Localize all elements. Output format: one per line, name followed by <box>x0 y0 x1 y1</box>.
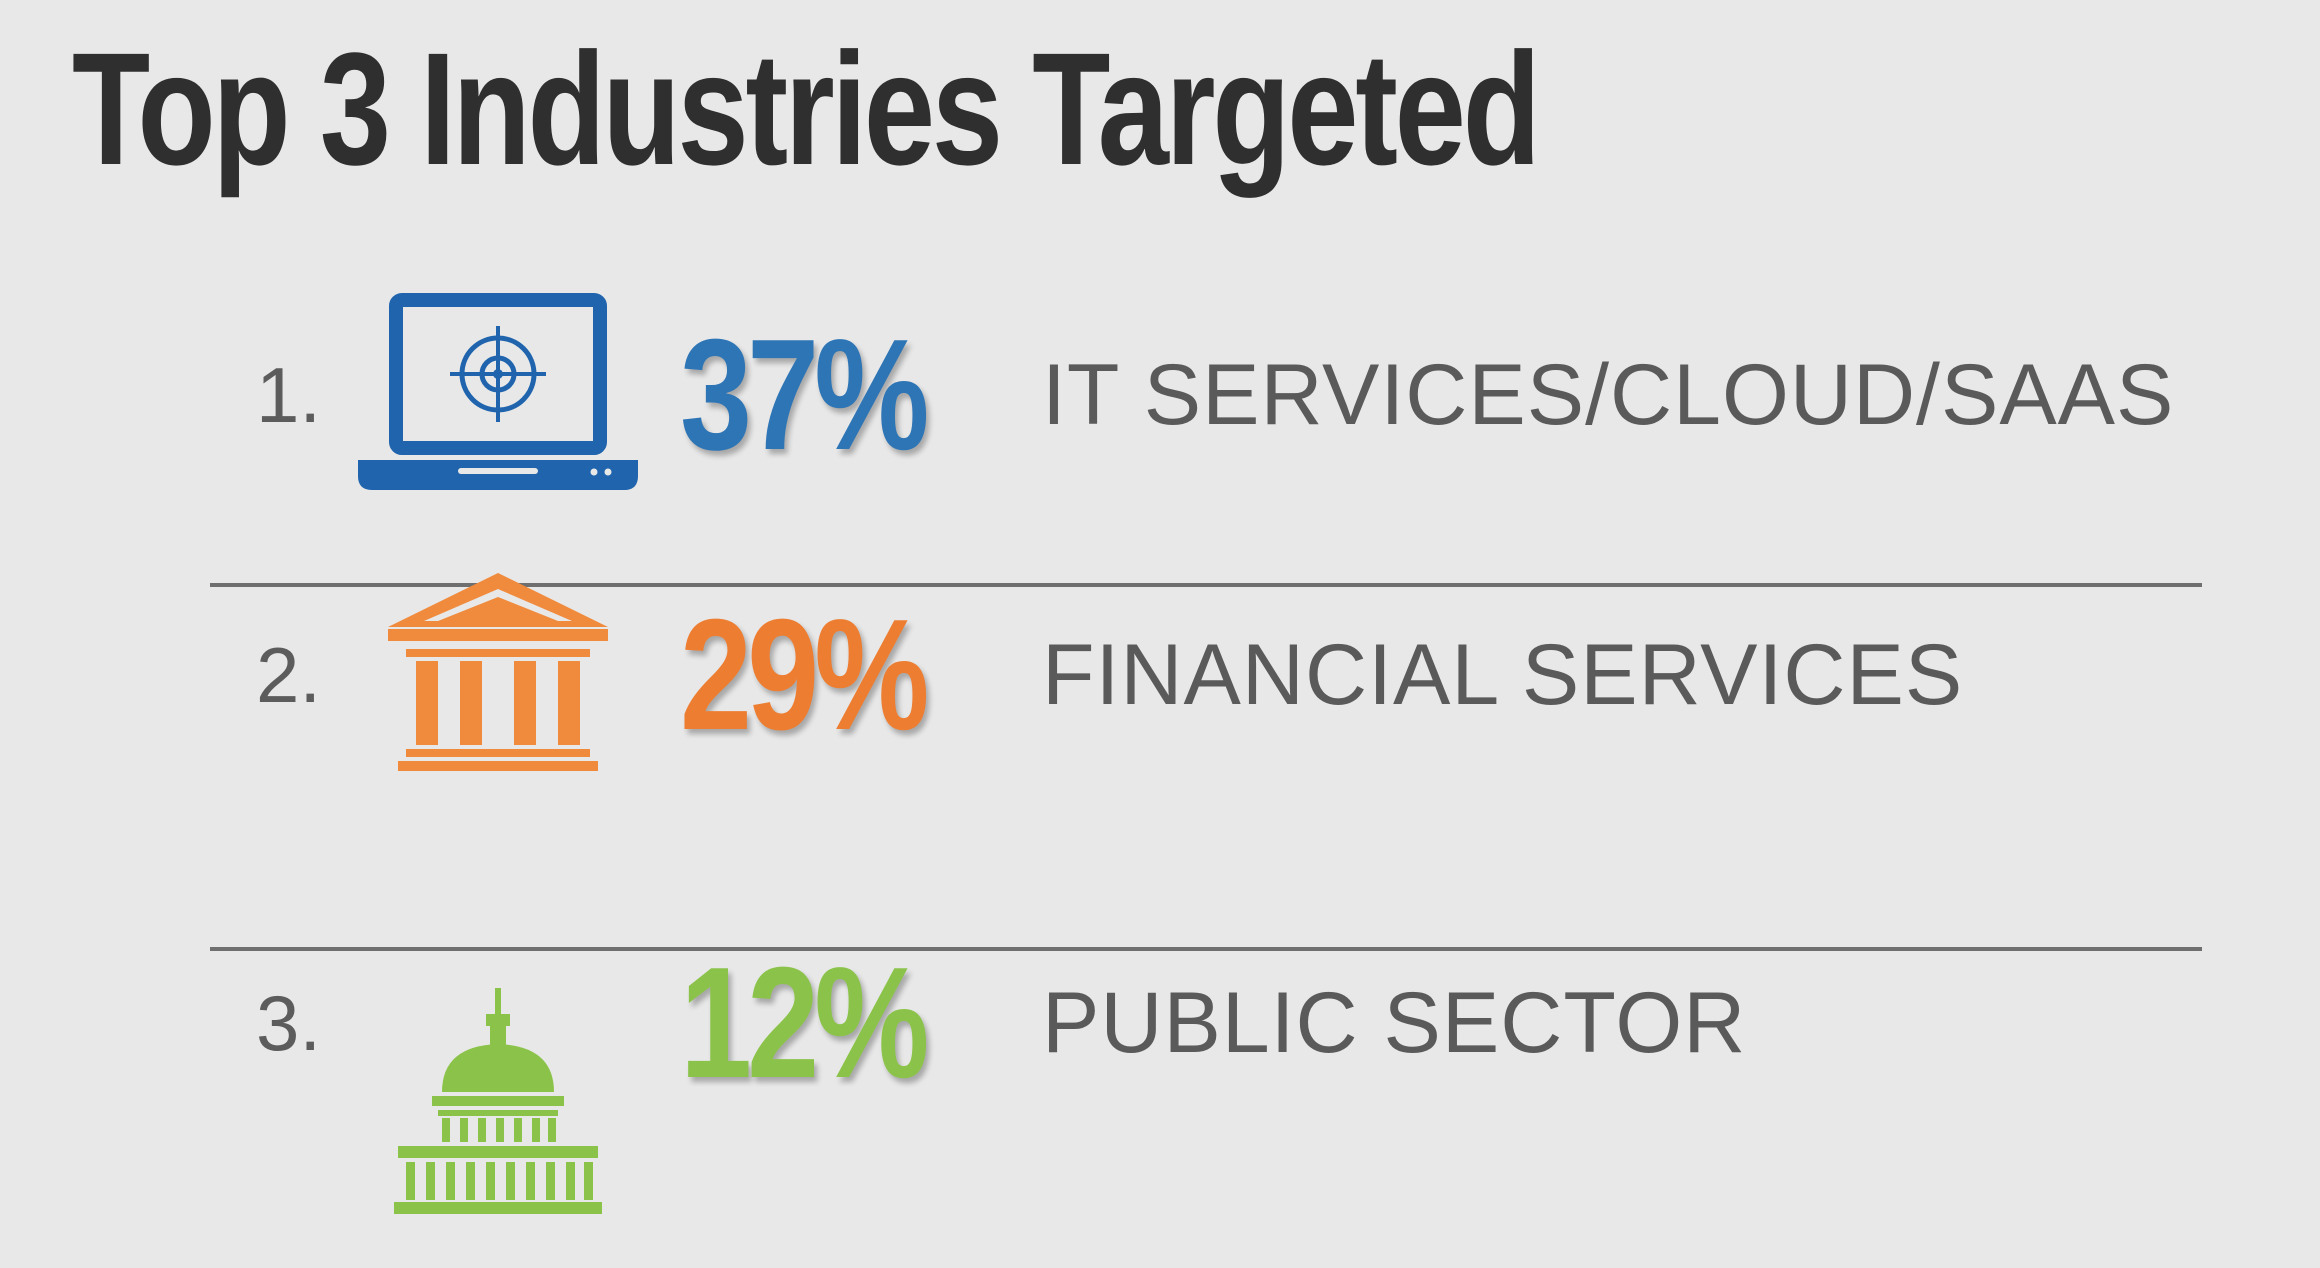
industry-row-finance: 2. 29% FINANCIAL SERVICES <box>0 573 2320 895</box>
percent-value: 29% <box>680 587 929 763</box>
industry-row-public: 3. <box>0 935 2320 1268</box>
divider <box>210 583 2202 587</box>
percent-value: 12% <box>680 935 929 1111</box>
laptop-target-icon <box>358 290 638 500</box>
rank-number: 1. <box>256 351 322 439</box>
industry-label: IT SERVICES/CLOUD/SAAS <box>1042 347 2175 443</box>
percent-value: 37% <box>680 307 929 483</box>
industry-label: PUBLIC SECTOR <box>1042 975 1747 1071</box>
rank-number: 2. <box>256 631 322 719</box>
industry-label: FINANCIAL SERVICES <box>1042 627 1964 723</box>
capitol-dome-icon <box>358 988 638 1218</box>
page-title: Top 3 Industries Targeted <box>72 19 1541 198</box>
industry-row-it: 1. 37% IT SERVICES/CLOUD/SAAS <box>0 270 2320 520</box>
bank-building-icon <box>358 565 638 775</box>
rank-number: 3. <box>256 979 322 1067</box>
divider <box>210 947 2202 951</box>
